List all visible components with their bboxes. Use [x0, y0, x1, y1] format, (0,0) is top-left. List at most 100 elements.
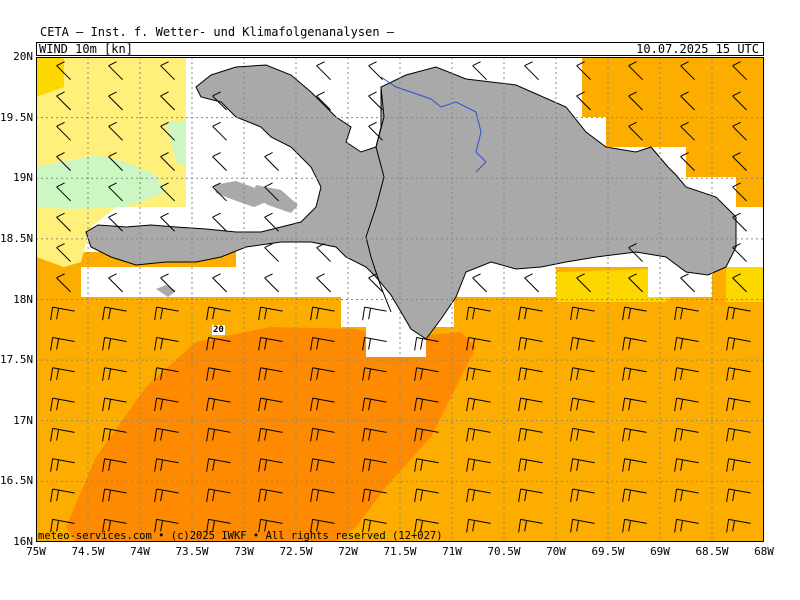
wind-barb	[258, 488, 283, 503]
wind-barb	[628, 91, 643, 111]
wind-barb	[576, 273, 591, 293]
wind-barb	[362, 427, 387, 442]
wind-barb	[154, 367, 179, 381]
wind-barb	[622, 397, 647, 412]
wind-barb	[50, 427, 75, 442]
wind-barb	[154, 397, 179, 412]
wind-barb	[264, 243, 279, 262]
wind-barb	[622, 367, 647, 381]
wind-barb	[466, 458, 491, 472]
info-bar: WIND 10m [kn] 10.07.2025 15 UTC	[36, 42, 764, 56]
wind-barb	[50, 488, 75, 503]
lat-label: 18.5N	[0, 231, 34, 245]
wind-barb	[570, 518, 595, 533]
wind-barb	[108, 61, 123, 81]
variable-label: WIND 10m [kn]	[39, 42, 133, 56]
wind-barb	[258, 367, 283, 381]
wind-barb	[414, 458, 439, 472]
lat-label: 17N	[13, 413, 33, 427]
lat-label: 19N	[13, 171, 33, 185]
wind-barb	[368, 121, 383, 141]
wind-barb	[732, 182, 747, 202]
wind-barb	[108, 91, 123, 111]
wind-barb	[518, 397, 543, 412]
wind-barb	[206, 458, 231, 472]
wind-barb	[56, 152, 71, 171]
wind-barb	[726, 397, 751, 412]
wind-barb	[56, 243, 71, 262]
wind-barb	[310, 367, 335, 381]
wind-barb	[726, 427, 751, 442]
wind-barb	[570, 427, 595, 442]
wind-barb	[50, 306, 75, 321]
lon-label: 71.5W	[383, 545, 417, 558]
wind-barb	[362, 367, 387, 381]
wind-barb	[316, 243, 331, 262]
wind-barb	[518, 427, 543, 442]
border-line	[365, 86, 392, 313]
wind-barb	[310, 306, 335, 321]
wind-barb	[50, 518, 75, 533]
wind-barb	[264, 152, 279, 171]
wind-barb	[56, 273, 71, 293]
wind-barb	[316, 91, 331, 111]
wind-barb	[674, 306, 699, 321]
wind-barb	[570, 458, 595, 472]
wind-barb	[102, 397, 127, 412]
wind-barb	[732, 61, 747, 81]
wind-barb	[160, 212, 175, 232]
lat-label: 16N	[13, 535, 33, 548]
wind-barb	[108, 212, 123, 232]
wind-barb	[466, 427, 491, 442]
wind-barb	[732, 121, 747, 141]
wind-barb	[50, 336, 75, 351]
wind-barb	[732, 91, 747, 111]
grid-lines	[36, 57, 764, 542]
wind-barb	[414, 397, 439, 412]
wind-barb	[154, 488, 179, 503]
wind-barb	[56, 91, 71, 111]
hispaniola-landmass	[85, 64, 737, 340]
wind-barb	[264, 273, 279, 293]
wind-barb	[576, 61, 591, 81]
wind-barb	[362, 458, 387, 472]
wind-barbs	[50, 61, 751, 533]
wind-barb	[206, 397, 231, 412]
wind-barb	[414, 518, 439, 533]
wind-barb	[570, 397, 595, 412]
wind-barb	[576, 91, 591, 111]
wind-barb	[206, 306, 231, 321]
wind-barb	[680, 121, 695, 141]
wind-barb	[258, 458, 283, 472]
lon-label: 73.5W	[175, 545, 209, 558]
wind-barb	[258, 427, 283, 442]
wind-barb	[628, 243, 643, 262]
wind-barb	[726, 488, 751, 503]
wind-barb	[258, 518, 283, 533]
wind-barb	[102, 488, 127, 503]
lon-label: 70.5W	[487, 545, 521, 558]
wind-barb	[732, 243, 747, 262]
wind-barb	[570, 306, 595, 321]
lon-label: 74W	[130, 545, 150, 558]
wind-barb	[414, 336, 439, 351]
wind-barb	[622, 427, 647, 442]
lon-label: 75W	[26, 545, 46, 558]
wind-barb	[154, 306, 179, 321]
wind-barb	[212, 152, 227, 171]
wind-barb	[414, 488, 439, 503]
wind-barb	[570, 488, 595, 503]
wind-barb	[108, 182, 123, 202]
wind-barb	[310, 518, 335, 533]
wind-barb	[466, 306, 491, 321]
wind-barb	[674, 336, 699, 351]
wind-barb	[362, 518, 387, 533]
wind-barb	[628, 273, 643, 293]
wind-barb	[674, 458, 699, 472]
lon-label: 73W	[234, 545, 254, 558]
wind-barb	[212, 91, 227, 111]
wind-barb	[258, 336, 283, 351]
lon-label: 68W	[754, 545, 774, 558]
wind-barb	[524, 273, 539, 293]
lon-label: 74.5W	[71, 545, 105, 558]
